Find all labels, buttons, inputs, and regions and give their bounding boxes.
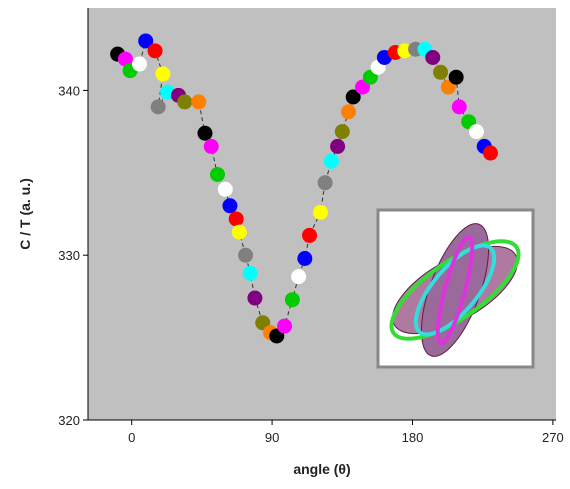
x-tick-label: 0	[128, 430, 135, 445]
data-point	[131, 56, 147, 72]
x-tick-label: 180	[402, 430, 424, 445]
data-point	[209, 166, 225, 182]
y-tick-label: 340	[58, 83, 80, 98]
data-point	[448, 69, 464, 85]
data-point	[317, 175, 333, 191]
data-point	[312, 204, 328, 220]
data-point	[482, 145, 498, 161]
data-point	[297, 250, 313, 266]
y-tick-label: 320	[58, 413, 80, 428]
data-point	[150, 99, 166, 115]
data-point	[222, 198, 238, 214]
data-point	[191, 94, 207, 110]
data-point	[147, 43, 163, 59]
data-point	[433, 64, 449, 80]
data-point	[302, 227, 318, 243]
data-point	[284, 292, 300, 308]
data-point	[155, 66, 171, 82]
data-point	[330, 138, 346, 154]
data-point	[231, 224, 247, 240]
data-point	[345, 89, 361, 105]
data-point	[177, 94, 193, 110]
y-axis-label: C / T (a. u.)	[17, 178, 33, 250]
data-point	[238, 247, 254, 263]
inset-image	[376, 208, 535, 369]
data-point	[138, 33, 154, 49]
data-point	[247, 290, 263, 306]
x-axis-label: angle (θ)	[293, 461, 350, 477]
data-point	[451, 99, 467, 115]
data-point	[242, 265, 258, 281]
data-point	[291, 269, 307, 285]
data-point	[277, 318, 293, 334]
x-tick-label: 90	[265, 430, 279, 445]
data-point	[197, 125, 213, 141]
data-point	[323, 153, 339, 169]
y-tick-label: 330	[58, 248, 80, 263]
data-point	[228, 211, 244, 227]
data-point	[341, 104, 357, 120]
data-point	[468, 124, 484, 140]
data-point	[425, 49, 441, 65]
x-tick-label: 270	[542, 430, 564, 445]
data-point	[117, 51, 133, 67]
data-point	[334, 124, 350, 140]
data-point	[217, 181, 233, 197]
data-point	[203, 138, 219, 154]
